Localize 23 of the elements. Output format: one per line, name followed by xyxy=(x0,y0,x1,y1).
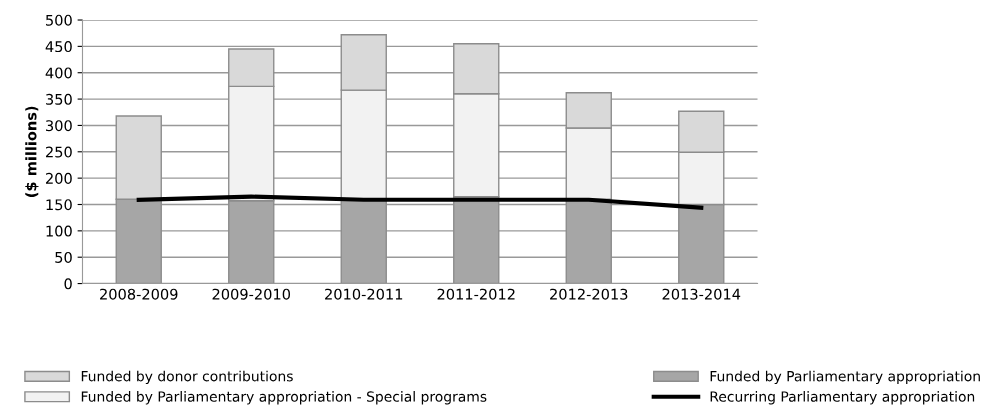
y-tick-label: 0 xyxy=(64,278,72,290)
y-tick-label: 50 xyxy=(55,251,72,263)
y-tick-label: 300 xyxy=(46,120,72,132)
x-tick-label: 2010-2011 xyxy=(325,288,403,300)
y-tick-label: 500 xyxy=(46,14,72,26)
legend-label: Funded by Parliamentary appropriation - Special programs xyxy=(81,391,487,405)
y-tick-label: 100 xyxy=(46,225,72,237)
y-tick-label: 350 xyxy=(46,93,72,105)
legend-label: Recurring Parliamentary appropriation xyxy=(710,391,975,405)
x-tick-label: 2008-2009 xyxy=(100,288,178,300)
x-tick-label: 2009-2010 xyxy=(212,288,291,300)
x-tick-label: 2012-2013 xyxy=(550,288,628,300)
y-tick-label: 150 xyxy=(46,199,72,211)
legend-label: Funded by Parliamentary appropriation xyxy=(710,370,980,385)
y-tick-label: 450 xyxy=(45,41,72,53)
x-tick-label: 2013-2014 xyxy=(662,288,741,300)
bar xyxy=(340,198,387,284)
legend-label: Funded by donor contributions xyxy=(81,370,293,385)
y-tick-label: 400 xyxy=(45,67,72,79)
y-tick-label: 250 xyxy=(46,146,72,158)
x-tick-label: 2011-2012 xyxy=(437,288,515,300)
y-tick-label: 200 xyxy=(46,172,72,184)
y-axis-title: ($ millions) xyxy=(25,106,39,197)
